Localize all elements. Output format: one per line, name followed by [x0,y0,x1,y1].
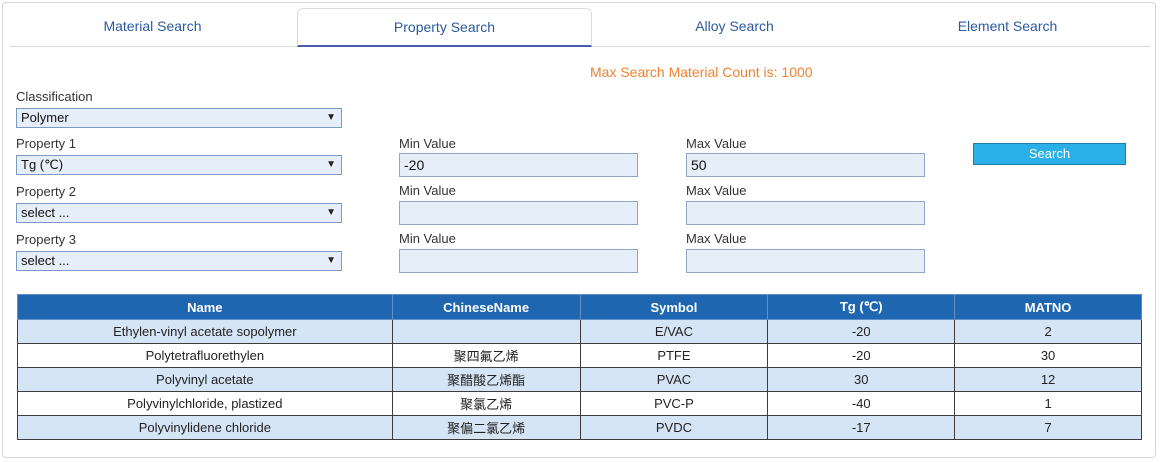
table-row[interactable]: Polyvinylchloride, plastized 聚氯乙烯 PVC-P … [17,391,1142,416]
cell-chinesename: 聚偏二氯乙烯 [391,415,581,440]
cell-tg: -20 [767,343,956,368]
property-2-min-input[interactable] [399,201,638,225]
property-2-label: Property 2 [16,184,76,199]
cell-chinesename [391,319,581,344]
cell-symbol: PVDC [579,415,769,440]
property-2-value: select ... [21,205,70,220]
column-header-matno[interactable]: MATNO [954,294,1142,320]
tab-bar: Material Search Property Search Alloy Se… [10,8,1150,47]
tab-alloy-search[interactable]: Alloy Search [695,18,774,34]
property-3-select[interactable]: select ... ▼ [16,251,342,271]
property-1-max-input[interactable]: 50 [686,153,925,177]
property-3-max-label: Max Value [686,231,747,246]
property-3-max-input[interactable] [686,249,925,273]
property-2-max-input[interactable] [686,201,925,225]
column-header-chinesename[interactable]: ChineseName [391,294,581,320]
classification-select[interactable]: Polymer ▼ [16,108,342,128]
cell-name: Ethylen-vinyl acetate sopolymer [17,319,393,344]
cell-matno: 12 [954,367,1142,392]
column-header-name[interactable]: Name [17,294,393,320]
property-2-select[interactable]: select ... ▼ [16,203,342,223]
property-3-value: select ... [21,253,70,268]
cell-tg: 30 [767,367,956,392]
cell-chinesename: 聚四氟乙烯 [391,343,581,368]
cell-tg: -20 [767,319,956,344]
cell-symbol: PVC-P [579,391,769,416]
tab-material-search[interactable]: Material Search [103,18,202,34]
property-2-min-label: Min Value [399,183,456,198]
column-header-tg[interactable]: Tg (℃) [767,294,956,320]
property-3-min-label: Min Value [399,231,456,246]
table-row[interactable]: Ethylen-vinyl acetate sopolymer E/VAC -2… [17,319,1142,344]
property-1-min-input[interactable]: -20 [399,153,638,177]
classification-label: Classification [16,89,93,104]
tab-element-search[interactable]: Element Search [957,18,1058,34]
property-3-min-input[interactable] [399,249,638,273]
property-1-min-label: Min Value [399,136,456,151]
cell-symbol: PVAC [579,367,769,392]
table-row[interactable]: Polytetrafluorethylen 聚四氟乙烯 PTFE -20 30 [17,343,1142,368]
cell-name: Polyvinyl acetate [17,367,393,392]
results-table: Name ChineseName Symbol Tg (℃) MATNO Eth… [17,294,1142,440]
cell-matno: 30 [954,343,1142,368]
tab-property-search[interactable]: Property Search [297,8,592,47]
table-header-row: Name ChineseName Symbol Tg (℃) MATNO [17,294,1142,320]
search-button[interactable]: Search [973,143,1126,165]
cell-matno: 1 [954,391,1142,416]
property-1-value: Tg (℃) [21,157,64,172]
table-row[interactable]: Polyvinylidene chloride 聚偏二氯乙烯 PVDC -17 … [17,415,1142,440]
classification-value: Polymer [21,110,69,125]
property-2-max-label: Max Value [686,183,747,198]
column-header-symbol[interactable]: Symbol [579,294,769,320]
cell-name: Polyvinylidene chloride [17,415,393,440]
property-3-label: Property 3 [16,232,76,247]
max-count-note: Max Search Material Count is: 1000 [590,64,813,80]
cell-symbol: E/VAC [579,319,769,344]
chevron-down-icon: ▼ [326,159,336,170]
cell-name: Polytetrafluorethylen [17,343,393,368]
property-1-select[interactable]: Tg (℃) ▼ [16,155,342,175]
cell-matno: 7 [954,415,1142,440]
property-1-max-label: Max Value [686,136,747,151]
table-row[interactable]: Polyvinyl acetate 聚醋酸乙烯酯 PVAC 30 12 [17,367,1142,392]
cell-chinesename: 聚氯乙烯 [391,391,581,416]
cell-matno: 2 [954,319,1142,344]
chevron-down-icon: ▼ [326,255,336,266]
chevron-down-icon: ▼ [326,207,336,218]
property-1-label: Property 1 [16,136,76,151]
cell-chinesename: 聚醋酸乙烯酯 [391,367,581,392]
cell-tg: -40 [767,391,956,416]
cell-name: Polyvinylchloride, plastized [17,391,393,416]
chevron-down-icon: ▼ [326,112,336,123]
cell-tg: -17 [767,415,956,440]
cell-symbol: PTFE [579,343,769,368]
